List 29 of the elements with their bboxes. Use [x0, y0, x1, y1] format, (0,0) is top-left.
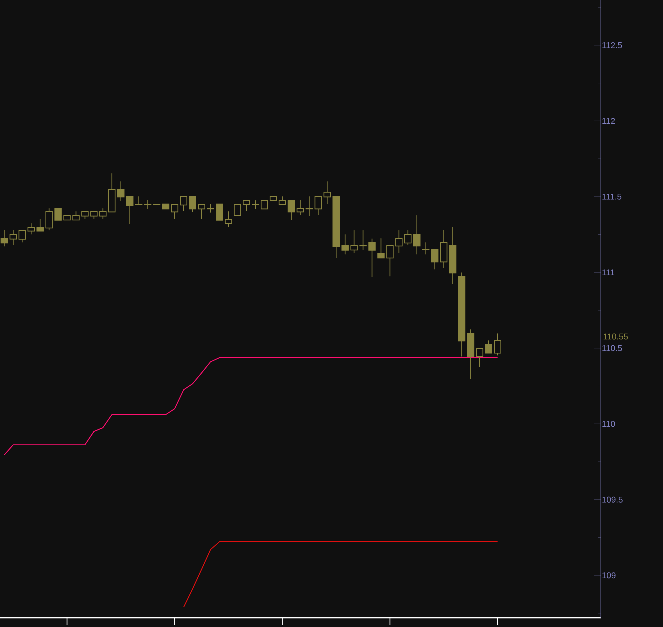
candlestick	[0, 230, 8, 247]
y-tick-label: 110.5	[602, 345, 622, 352]
candlestick	[422, 242, 430, 256]
candlestick	[126, 196, 134, 225]
candlestick	[449, 227, 457, 285]
candlestick	[467, 329, 475, 380]
candlestick	[144, 200, 152, 210]
candlestick	[135, 196, 143, 206]
y-tick-label: 111.5	[602, 194, 622, 200]
y-tick-label: 111	[602, 270, 614, 276]
candlestick	[440, 230, 448, 269]
candlestick	[288, 200, 296, 221]
candlestick	[296, 200, 304, 216]
candlestick	[18, 230, 26, 244]
y-tick-label: 112.5	[602, 42, 622, 48]
candlestick	[171, 204, 179, 220]
candlestick	[306, 196, 314, 217]
candlestick	[10, 230, 18, 246]
candlestick	[324, 181, 332, 205]
y-tick-label: 112	[602, 118, 616, 124]
candlestick	[162, 204, 170, 210]
y-tick-label: 109.5	[602, 496, 623, 503]
candlestick	[431, 249, 439, 270]
candlestick	[314, 196, 322, 216]
candlestick	[278, 196, 286, 206]
text: 110.55	[604, 334, 628, 340]
y-tick-label: 109	[602, 572, 616, 579]
candlestick	[458, 272, 466, 358]
y-tick-label: 110	[602, 421, 616, 428]
